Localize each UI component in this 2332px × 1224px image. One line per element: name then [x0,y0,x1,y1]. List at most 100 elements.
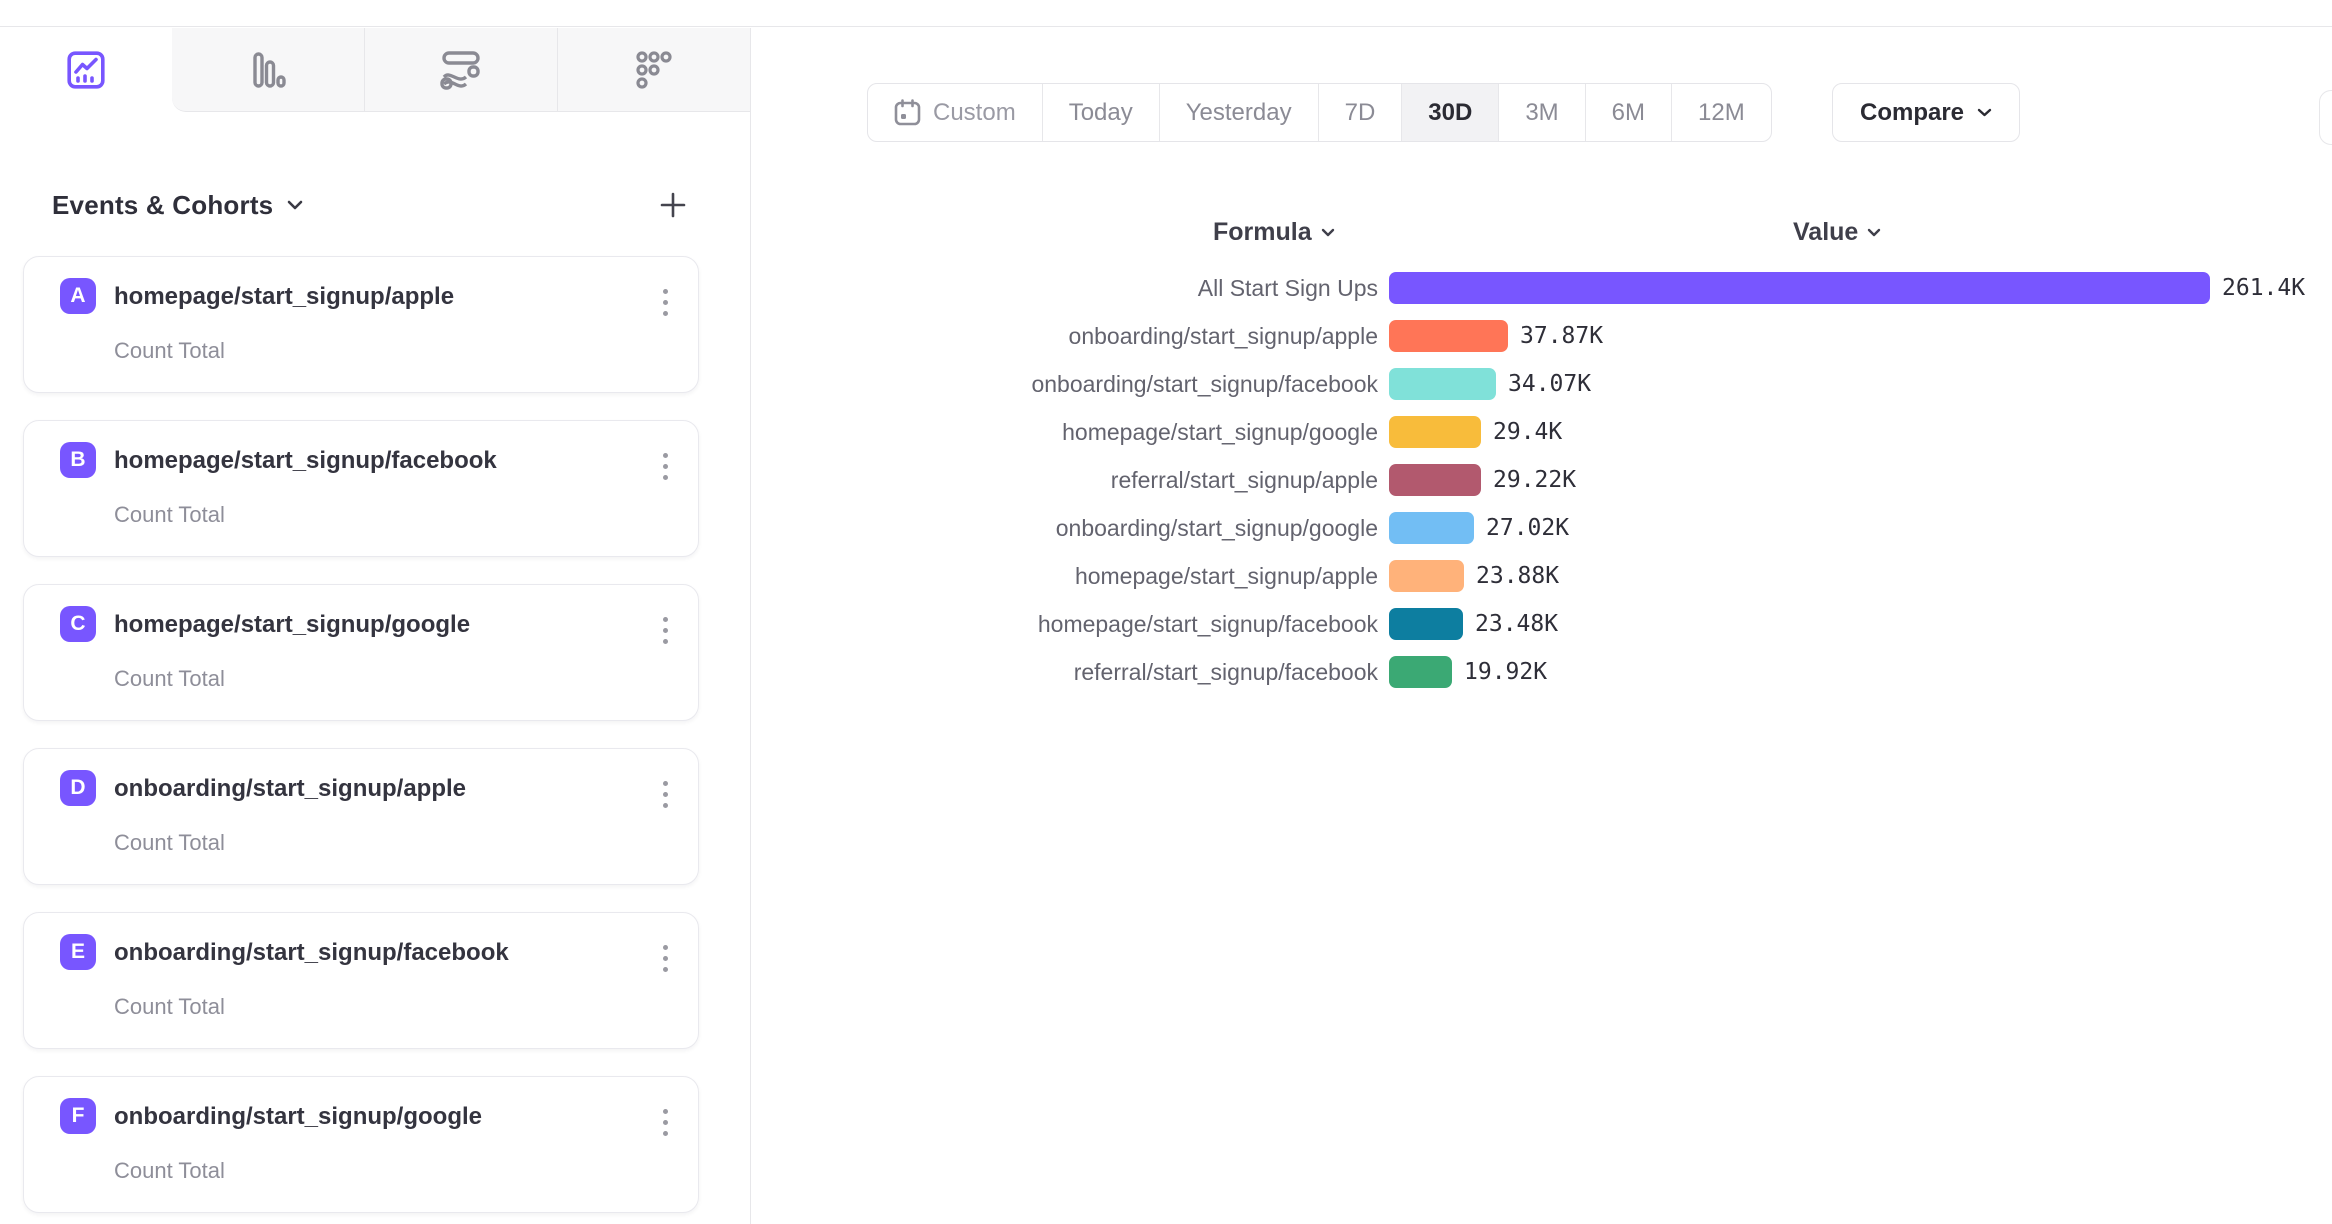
chart-row: onboarding/start_signup/facebook 34.07K [751,368,2305,400]
range-label: Custom [933,98,1016,126]
event-name: onboarding/start_signup/google [114,1103,482,1130]
chart-bar-value: 37.87K [1520,323,1604,349]
events-cohorts-header: Events & Cohorts [52,185,688,225]
tab-bar-chart[interactable] [172,28,364,111]
chart-row-label: onboarding/start_signup/facebook [1031,370,1378,397]
chart-row-label: referral/start_signup/facebook [1073,658,1378,685]
chevron-down-icon [1977,108,1992,117]
range-7d[interactable]: 7D [1317,84,1402,141]
event-list: A homepage/start_signup/apple Count Tota… [23,256,699,1224]
tab-metrics-grid[interactable] [557,28,750,111]
chart-bar-value: 19.92K [1464,659,1548,685]
event-letter-badge: E [60,934,96,970]
event-card[interactable]: C homepage/start_signup/google Count Tot… [23,584,699,721]
event-letter-badge: C [60,606,96,642]
chart-row-label: onboarding/start_signup/apple [1068,322,1378,349]
event-name: homepage/start_signup/google [114,611,471,638]
event-card[interactable]: B homepage/start_signup/facebook Count T… [23,420,699,557]
bar-chart-icon [248,50,288,90]
event-name: onboarding/start_signup/facebook [114,939,509,966]
chart-row-label: onboarding/start_signup/google [1055,514,1378,541]
top-border-strip [0,0,2332,27]
chart-bar[interactable] [1389,656,1452,688]
chart-bar-value: 261.4K [2222,275,2306,301]
chart-bar[interactable] [1389,416,1481,448]
chart-row-label: referral/start_signup/apple [1110,466,1378,493]
flow-icon [440,50,482,90]
chart-bar[interactable] [1389,272,2210,304]
event-card[interactable]: D onboarding/start_signup/apple Count To… [23,748,699,885]
kebab-menu-icon[interactable] [659,285,672,320]
range-12m[interactable]: 12M [1671,84,1771,141]
event-letter-badge: B [60,442,96,478]
chart-row-label: All Start Sign Ups [1197,274,1378,301]
kebab-menu-icon[interactable] [659,449,672,484]
chart-bar[interactable] [1389,368,1496,400]
chart-row: homepage/start_signup/google 29.4K [751,416,2305,448]
event-name: homepage/start_signup/facebook [114,447,497,474]
clipped-edge-button[interactable] [2319,90,2332,145]
chart-row: referral/start_signup/apple 29.22K [751,464,2305,496]
event-metric-selector[interactable]: Count Total [114,830,225,855]
event-letter-badge: D [60,770,96,806]
chart-bar[interactable] [1389,320,1508,352]
chart-bar[interactable] [1389,512,1474,544]
chart-bar[interactable] [1389,608,1463,640]
horizontal-bar-chart: All Start Sign Ups 261.4K onboarding/sta… [751,272,2305,704]
event-letter-badge: F [60,1098,96,1134]
range-3m[interactable]: 3M [1498,84,1584,141]
event-letter-badge: A [60,278,96,314]
chevron-down-icon [1321,228,1335,237]
chart-row: homepage/start_signup/apple 23.88K [751,560,2305,592]
event-metric-selector[interactable]: Count Total [114,994,225,1019]
event-card[interactable]: F onboarding/start_signup/google Count T… [23,1076,699,1213]
calendar-icon [894,99,921,126]
event-metric-selector[interactable]: Count Total [114,1158,225,1183]
range-today[interactable]: Today [1041,84,1159,141]
compare-button[interactable]: Compare [1832,83,2021,142]
event-card[interactable]: E onboarding/start_signup/facebook Count… [23,912,699,1049]
chart-bar-value: 23.48K [1475,611,1559,637]
event-name: onboarding/start_signup/apple [114,775,467,802]
tab-insights-line-chart[interactable] [0,28,172,112]
range-6m[interactable]: 6M [1584,84,1671,141]
chart-bar[interactable] [1389,464,1481,496]
chart-bar-value: 23.88K [1476,563,1560,589]
kebab-menu-icon[interactable] [659,613,672,648]
value-column-header[interactable]: Value [1793,218,1881,247]
chart-row: All Start Sign Ups 261.4K [751,272,2305,304]
event-metric-selector[interactable]: Count Total [114,502,225,527]
kebab-menu-icon[interactable] [659,777,672,812]
chevron-down-icon [1867,228,1881,237]
compare-label: Compare [1860,98,1965,126]
range-custom[interactable]: Custom [868,84,1042,141]
chart-row-label: homepage/start_signup/google [1062,418,1378,445]
events-cohorts-dropdown[interactable]: Events & Cohorts [52,190,303,221]
kebab-menu-icon[interactable] [659,941,672,976]
chart-row: homepage/start_signup/facebook 23.48K [751,608,2305,640]
chart-bar[interactable] [1389,560,1464,592]
chart-row-label: homepage/start_signup/apple [1074,562,1378,589]
main-panel: Custom Today Yesterday 7D 30D 3M 6M 12M … [751,28,2332,1224]
event-name: homepage/start_signup/apple [114,283,455,310]
view-type-tabs [0,28,750,112]
event-metric-selector[interactable]: Count Total [114,338,225,363]
sidebar: Events & Cohorts A homepage/start_signup… [0,112,750,1224]
range-30d[interactable]: 30D [1401,84,1499,141]
kebab-menu-icon[interactable] [659,1105,672,1140]
dot-grid-icon [634,50,674,90]
sidebar-divider [750,28,751,1224]
line-chart-icon [67,51,105,89]
tab-flow[interactable] [364,28,557,111]
chart-row: onboarding/start_signup/apple 37.87K [751,320,2305,352]
chart-bar-value: 29.22K [1493,467,1577,493]
chart-row-label: homepage/start_signup/facebook [1037,610,1378,637]
chart-bar-value: 27.02K [1486,515,1570,541]
chart-bar-value: 29.4K [1493,419,1563,445]
formula-column-header[interactable]: Formula [1213,218,1335,247]
range-yesterday[interactable]: Yesterday [1158,84,1318,141]
date-range-control: Custom Today Yesterday 7D 30D 3M 6M 12M [867,83,1772,142]
event-card[interactable]: A homepage/start_signup/apple Count Tota… [23,256,699,393]
event-metric-selector[interactable]: Count Total [114,666,225,691]
add-event-button[interactable] [658,190,688,220]
